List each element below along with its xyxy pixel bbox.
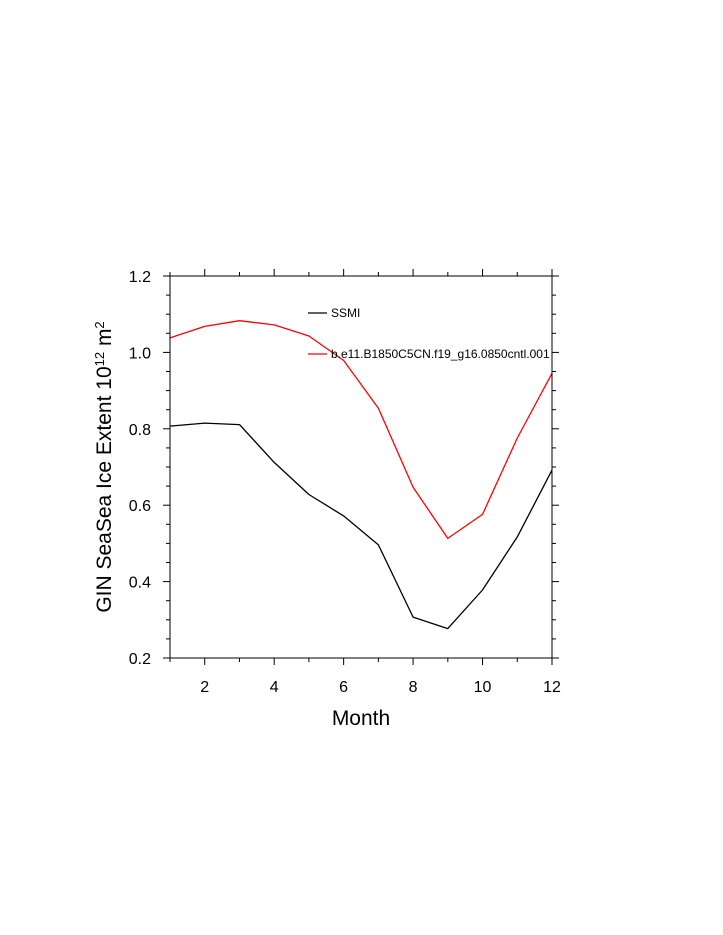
- y-tick-labels: 0.2 0.4 0.6 0.8 1.0 1.2: [129, 269, 151, 668]
- plot-frame: [169, 275, 553, 659]
- x-axis-title: Month: [332, 707, 390, 730]
- y-axis-title-exponent-2: 2: [92, 321, 107, 328]
- x-tick-label: 6: [339, 679, 348, 696]
- y-axis-title-exponent-1: 12: [92, 352, 107, 366]
- major-ticks: [163, 269, 559, 665]
- series-line-model: [169, 320, 553, 540]
- x-tick-label: 10: [474, 679, 492, 696]
- x-tick-labels: 2 4 6 8 10 12: [200, 679, 561, 696]
- series-layer: [169, 320, 553, 630]
- y-axis-title-unit: m: [93, 329, 116, 352]
- y-tick-label: 0.6: [129, 498, 151, 515]
- legend: SSMI b.e11.B1850C5CN.f19_g16.0850cntl.001: [308, 306, 550, 361]
- series-line-ssmi: [169, 422, 553, 630]
- x-tick-label: 12: [543, 679, 561, 696]
- legend-label: SSMI: [331, 306, 360, 320]
- y-axis-title: GIN SeaSea Ice Extent 1012 m2: [92, 321, 117, 612]
- y-tick-label: 0.4: [129, 575, 151, 592]
- x-tick-label: 8: [409, 679, 418, 696]
- minor-ticks: [166, 272, 556, 662]
- y-tick-label: 1.2: [129, 269, 151, 286]
- legend-label: b.e11.B1850C5CN.f19_g16.0850cntl.001: [331, 347, 550, 361]
- x-tick-label: 2: [200, 679, 209, 696]
- y-tick-label: 0.2: [129, 651, 151, 668]
- y-tick-label: 1.0: [129, 345, 151, 362]
- y-tick-label: 0.8: [129, 422, 151, 439]
- y-axis-title-base: GIN SeaSea Ice Extent 10: [93, 366, 116, 612]
- x-tick-label: 4: [270, 679, 279, 696]
